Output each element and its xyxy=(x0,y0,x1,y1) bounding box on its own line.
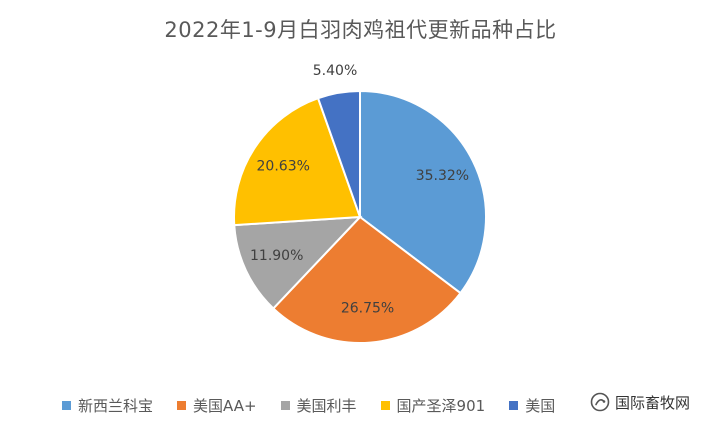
legend-item-1: 新西兰科宝 xyxy=(62,395,153,416)
legend-item-5: 美国 xyxy=(509,395,555,416)
pie-slice-2 xyxy=(271,215,462,344)
legend-swatch xyxy=(509,400,519,410)
legend: 新西兰科宝 美国AA+ 美国利丰 国产圣泽901 美国 xyxy=(62,394,662,416)
legend-label: 美国利丰 xyxy=(296,396,357,415)
legend-swatch xyxy=(177,400,187,410)
watermark-text: 国际畜牧网 xyxy=(615,393,691,412)
slice-label-4: 20.63% xyxy=(257,158,310,174)
legend-label: 美国 xyxy=(525,396,556,415)
legend-item-3: 美国利丰 xyxy=(280,395,357,416)
pie-slice-5 xyxy=(316,89,361,218)
legend-item-2: 美国AA+ xyxy=(177,395,257,416)
slice-label-2: 26.75% xyxy=(341,301,394,317)
legend-swatch xyxy=(380,400,390,410)
legend-swatch xyxy=(280,400,290,410)
legend-label: 美国AA+ xyxy=(193,396,257,415)
pie-slice-1 xyxy=(359,89,487,295)
legend-label: 国产圣泽901 xyxy=(396,396,486,415)
legend-item-4: 国产圣泽901 xyxy=(380,395,486,416)
legend-label: 新西兰科宝 xyxy=(78,396,154,415)
pie-slice-3 xyxy=(233,215,363,310)
slice-label-3: 11.90% xyxy=(250,248,303,264)
watermark: 国际畜牧网 xyxy=(586,389,697,415)
wechat-official-account-icon xyxy=(590,392,610,412)
slice-label-1: 35.32% xyxy=(416,168,469,184)
slice-label-5: 5.40% xyxy=(313,63,357,79)
chart-title: 2022年1-9月白羽肉鸡祖代更新品种占比 xyxy=(164,18,557,42)
legend-swatch xyxy=(62,400,71,410)
